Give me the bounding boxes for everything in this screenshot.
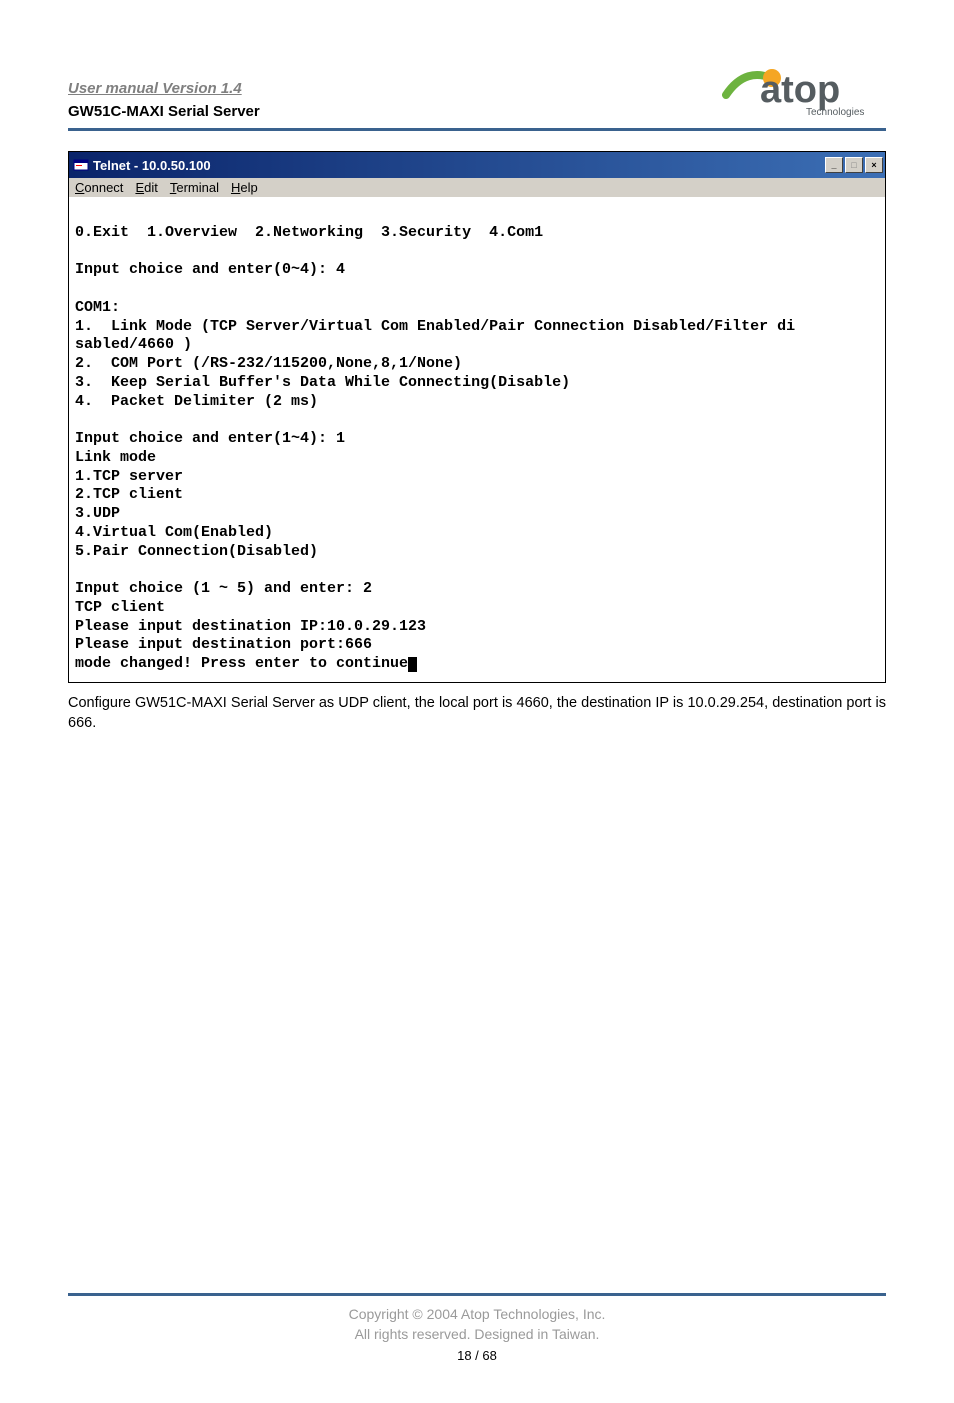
- page-header: User manual Version 1.4 GW51C-MAXI Seria…: [68, 60, 886, 120]
- header-rule: [68, 128, 886, 131]
- terminal-output: 0.Exit 1.Overview 2.Networking 3.Securit…: [69, 197, 885, 682]
- product-name: GW51C-MAXI Serial Server: [68, 103, 260, 120]
- atop-logo-icon: atop Technologies: [716, 60, 886, 120]
- window-titlebar: Telnet - 10.0.50.100 _ □ ×: [69, 152, 885, 178]
- footer-rule: [68, 1293, 886, 1296]
- menu-help[interactable]: Help: [231, 180, 258, 195]
- window-controls: _ □ ×: [825, 157, 883, 173]
- footer-copyright: Copyright © 2004 Atop Technologies, Inc.: [68, 1306, 886, 1322]
- brand-logo: atop Technologies: [716, 60, 886, 120]
- header-left: User manual Version 1.4 GW51C-MAXI Seria…: [68, 80, 260, 120]
- menu-connect[interactable]: Connect: [75, 180, 123, 195]
- close-button[interactable]: ×: [865, 157, 883, 173]
- minimize-button[interactable]: _: [825, 157, 843, 173]
- maximize-button[interactable]: □: [845, 157, 863, 173]
- telnet-app-icon: [73, 157, 89, 173]
- terminal-cursor: [408, 657, 417, 672]
- menu-terminal[interactable]: Terminal: [170, 180, 219, 195]
- manual-version: User manual Version 1.4: [68, 80, 260, 97]
- svg-text:atop: atop: [760, 69, 840, 111]
- menu-edit[interactable]: Edit: [135, 180, 157, 195]
- titlebar-left: Telnet - 10.0.50.100: [73, 157, 211, 173]
- telnet-window: Telnet - 10.0.50.100 _ □ × Connect Edit …: [68, 151, 886, 683]
- svg-text:Technologies: Technologies: [806, 107, 864, 118]
- footer-rights: All rights reserved. Designed in Taiwan.: [68, 1326, 886, 1342]
- menubar: Connect Edit Terminal Help: [69, 178, 885, 197]
- config-paragraph: Configure GW51C-MAXI Serial Server as UD…: [68, 693, 886, 734]
- page-footer: Copyright © 2004 Atop Technologies, Inc.…: [68, 1293, 886, 1363]
- window-title: Telnet - 10.0.50.100: [93, 158, 211, 173]
